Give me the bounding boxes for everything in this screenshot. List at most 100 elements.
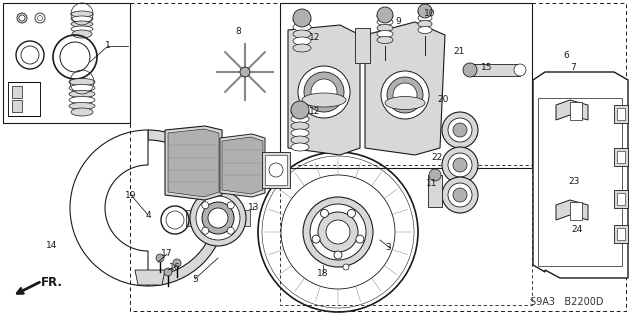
- Bar: [280, 3, 532, 168]
- Ellipse shape: [302, 93, 346, 107]
- Circle shape: [156, 254, 164, 262]
- Ellipse shape: [418, 14, 432, 21]
- Circle shape: [304, 72, 344, 112]
- Text: 14: 14: [46, 241, 58, 249]
- Polygon shape: [168, 129, 219, 197]
- Bar: [538, 98, 622, 266]
- Polygon shape: [365, 22, 445, 155]
- Ellipse shape: [385, 97, 425, 109]
- Text: 22: 22: [431, 152, 443, 161]
- Bar: [614, 148, 628, 166]
- Bar: [570, 102, 582, 120]
- Circle shape: [448, 183, 472, 207]
- Text: 21: 21: [453, 48, 465, 56]
- Ellipse shape: [293, 37, 311, 45]
- Ellipse shape: [377, 36, 393, 43]
- Bar: [280, 165, 532, 305]
- Bar: [262, 152, 290, 188]
- Ellipse shape: [377, 25, 393, 32]
- Circle shape: [377, 7, 393, 23]
- Circle shape: [429, 169, 441, 181]
- Circle shape: [442, 177, 478, 213]
- Text: 5: 5: [192, 275, 198, 284]
- Ellipse shape: [71, 26, 93, 32]
- Bar: [428, 175, 442, 207]
- Ellipse shape: [418, 26, 432, 33]
- Circle shape: [348, 209, 355, 217]
- Ellipse shape: [418, 20, 432, 27]
- Circle shape: [240, 67, 250, 77]
- Bar: [12, 100, 22, 112]
- Bar: [617, 228, 625, 240]
- Polygon shape: [556, 100, 588, 120]
- Ellipse shape: [291, 122, 309, 130]
- Bar: [614, 190, 628, 208]
- Text: 24: 24: [572, 226, 582, 234]
- Bar: [265, 155, 287, 185]
- Text: 23: 23: [568, 177, 580, 187]
- Ellipse shape: [71, 21, 93, 27]
- Text: 13: 13: [248, 203, 260, 211]
- Circle shape: [19, 15, 25, 21]
- Circle shape: [190, 190, 246, 246]
- Circle shape: [164, 268, 172, 276]
- Ellipse shape: [72, 30, 92, 38]
- Bar: [3, 3, 130, 123]
- Circle shape: [387, 77, 423, 113]
- Circle shape: [208, 208, 228, 228]
- Ellipse shape: [69, 85, 95, 92]
- Circle shape: [227, 227, 234, 234]
- Polygon shape: [165, 126, 222, 200]
- Polygon shape: [220, 134, 265, 197]
- Ellipse shape: [293, 16, 311, 24]
- Ellipse shape: [377, 12, 393, 19]
- Ellipse shape: [418, 9, 432, 16]
- Wedge shape: [148, 130, 226, 286]
- Ellipse shape: [71, 108, 93, 116]
- Text: 11: 11: [426, 179, 438, 188]
- Text: 12: 12: [309, 33, 321, 42]
- Bar: [617, 151, 625, 163]
- Circle shape: [343, 264, 349, 270]
- Circle shape: [202, 202, 209, 209]
- Circle shape: [173, 259, 181, 267]
- Bar: [285, 15, 500, 155]
- Circle shape: [17, 13, 27, 23]
- Ellipse shape: [291, 108, 309, 116]
- Circle shape: [453, 188, 467, 202]
- Ellipse shape: [377, 31, 393, 38]
- Ellipse shape: [291, 143, 309, 151]
- Circle shape: [393, 83, 417, 107]
- Text: FR.: FR.: [41, 276, 63, 288]
- Circle shape: [453, 158, 467, 172]
- Bar: [614, 225, 628, 243]
- Circle shape: [334, 251, 342, 259]
- Bar: [617, 108, 625, 120]
- Bar: [617, 193, 625, 205]
- Circle shape: [448, 118, 472, 142]
- Circle shape: [196, 196, 240, 240]
- Ellipse shape: [291, 129, 309, 137]
- Text: 4: 4: [145, 211, 151, 219]
- Circle shape: [202, 227, 209, 234]
- Ellipse shape: [69, 97, 95, 103]
- Ellipse shape: [69, 102, 95, 109]
- Text: 1: 1: [105, 41, 111, 50]
- Polygon shape: [288, 25, 360, 155]
- Text: 16: 16: [169, 263, 180, 271]
- Bar: [130, 3, 626, 311]
- Circle shape: [202, 202, 234, 234]
- Polygon shape: [135, 270, 165, 285]
- Text: 10: 10: [424, 10, 436, 19]
- Bar: [355, 28, 370, 63]
- Wedge shape: [70, 130, 148, 286]
- Circle shape: [291, 101, 309, 119]
- Circle shape: [514, 64, 526, 76]
- Ellipse shape: [291, 115, 309, 123]
- Text: 8: 8: [235, 27, 241, 36]
- Circle shape: [227, 202, 234, 209]
- Ellipse shape: [293, 23, 311, 31]
- Ellipse shape: [71, 16, 93, 22]
- Polygon shape: [222, 137, 263, 194]
- Bar: [470, 64, 520, 76]
